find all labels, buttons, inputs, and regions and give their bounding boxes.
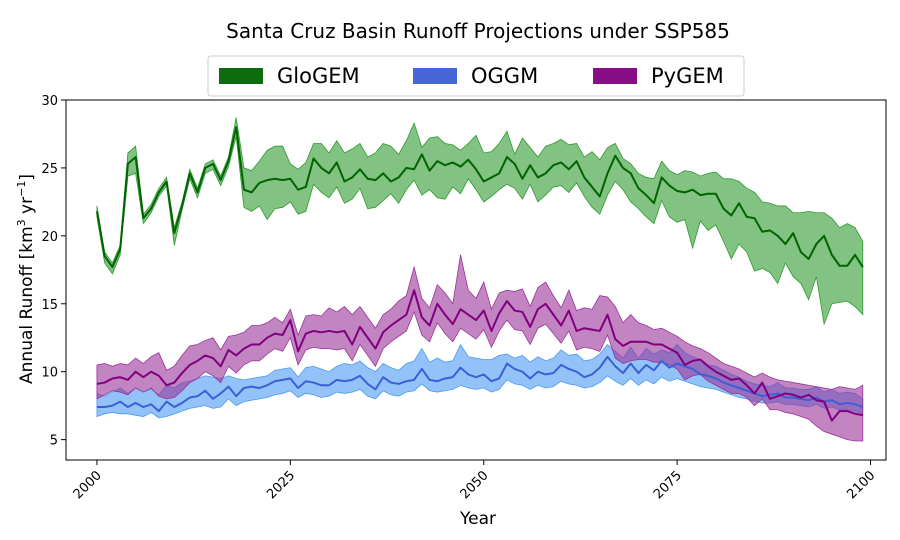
uncertainty-bands <box>96 117 864 442</box>
pygem-mean-line <box>96 289 863 422</box>
y-axis-label-mid: yr <box>17 197 37 219</box>
x-tick-label: 2100 <box>844 468 878 502</box>
y-tick-label: 15 <box>41 298 58 313</box>
x-axis-ticks: 2000 2025 2050 2075 2100 <box>71 460 878 502</box>
x-axis-label: Year <box>459 509 496 529</box>
x-tick-label: 2000 <box>71 468 105 502</box>
y-axis-label-sup1: 3 <box>15 219 28 226</box>
x-tick-label: 2025 <box>264 468 298 502</box>
y-axis-label: Annual Runoff [km3 yr−1] <box>15 174 37 384</box>
mean-lines <box>95 126 864 422</box>
oggm-mean-line <box>96 355 864 413</box>
legend-swatch-pygem <box>593 68 637 84</box>
y-tick-label: 5 <box>50 434 58 449</box>
y-axis-label-sup2: −1 <box>15 181 28 197</box>
y-tick-label: 10 <box>41 366 58 381</box>
chart-title: Santa Cruz Basin Runoff Projections unde… <box>226 19 730 43</box>
legend-swatch-glogem <box>219 68 263 84</box>
glogem-mean-line <box>95 126 864 269</box>
y-axis-label-main: Annual Runoff [km <box>17 226 37 384</box>
x-tick-label: 2050 <box>458 468 492 502</box>
legend-swatch-oggm <box>413 68 457 84</box>
y-tick-label: 30 <box>41 94 58 109</box>
y-tick-label: 20 <box>41 230 58 245</box>
pygem-band <box>96 254 864 442</box>
x-tick-label: 2075 <box>651 468 685 502</box>
plot-frame <box>65 99 887 461</box>
legend-label-pygem: PyGEM <box>651 64 724 88</box>
glogem-band <box>96 117 864 326</box>
y-axis-label-end: ] <box>17 174 37 181</box>
legend: GloGEM OGGM PyGEM <box>207 55 745 97</box>
y-axis-ticks: 5 10 15 20 25 30 <box>41 94 66 449</box>
legend-frame <box>207 55 745 97</box>
legend-label-oggm: OGGM <box>471 64 538 88</box>
y-tick-label: 25 <box>41 162 58 177</box>
legend-label-glogem: GloGEM <box>277 64 360 88</box>
